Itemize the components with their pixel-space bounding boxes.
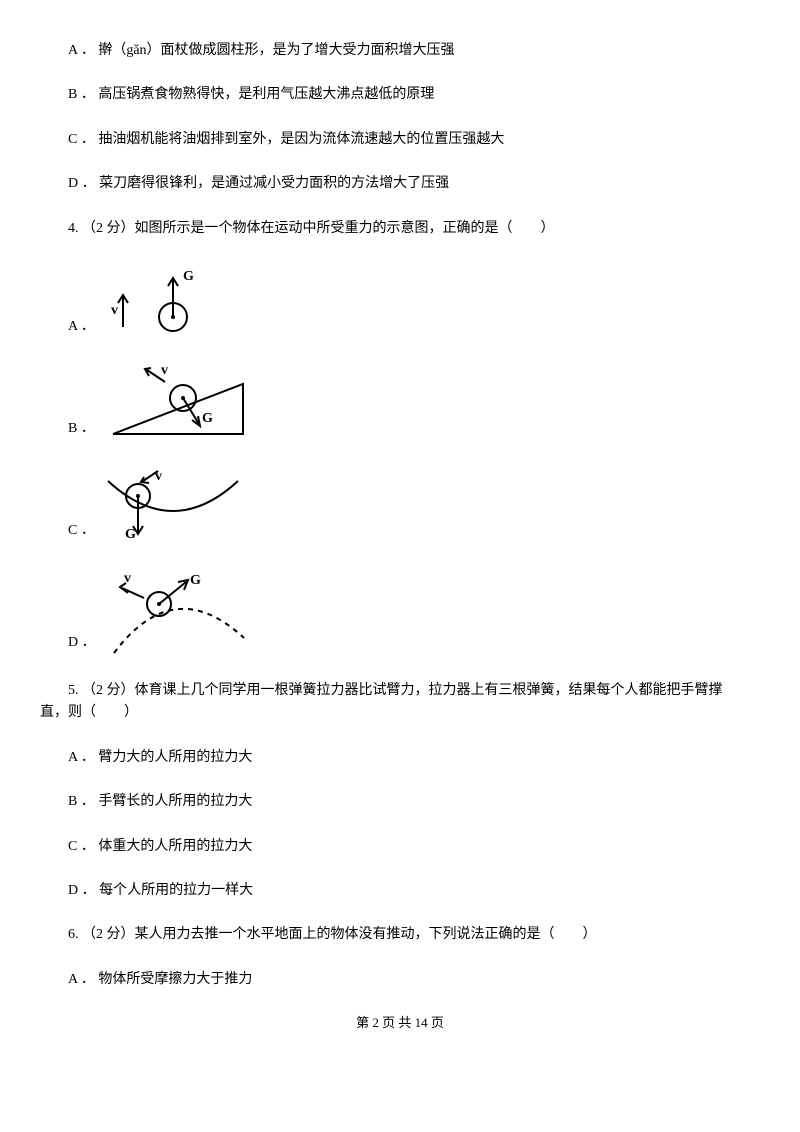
- q4-option-d-label: D ．: [68, 632, 96, 658]
- label-g: G: [125, 527, 136, 542]
- label-g: G: [183, 269, 194, 284]
- q4-option-a: A ． G v: [40, 262, 760, 342]
- q4-stem: 4. （2 分）如图所示是一个物体在运动中所受重力的示意图，正确的是（ ）: [40, 218, 760, 240]
- q3-option-c: C ． 抽油烟机能将油烟排到室外，是因为流体流速越大的位置压强越大: [40, 129, 760, 151]
- q4-figure-a: G v: [103, 262, 213, 342]
- q5-stem: 5. （2 分）体育课上几个同学用一根弹簧拉力器比试臂力，拉力器上有三根弹簧，结…: [40, 680, 760, 725]
- q4-figure-d: G v: [104, 568, 254, 658]
- q5-option-a: A ． 臂力大的人所用的拉力大: [40, 747, 760, 769]
- label-v: v: [111, 303, 118, 318]
- q3-option-b: B ． 高压锅煮食物熟得快，是利用气压越大沸点越低的原理: [40, 84, 760, 106]
- label-g: G: [190, 573, 201, 588]
- q4-option-b: B ． G v: [40, 364, 760, 444]
- label-v: v: [155, 469, 162, 484]
- q4-option-c-label: C ．: [68, 520, 95, 546]
- q3-option-d: D ． 菜刀磨得很锋利，是通过减小受力面积的方法增大了压强: [40, 173, 760, 195]
- q3-option-a: A ． 擀（gǎn）面杖做成圆柱形，是为了增大受力面积增大压强: [40, 40, 760, 62]
- label-v: v: [161, 364, 168, 378]
- q4-figure-b: G v: [103, 364, 253, 444]
- q6-stem: 6. （2 分）某人用力去推一个水平地面上的物体没有推动，下列说法正确的是（ ）: [40, 924, 760, 946]
- q5-stem-line1: 5. （2 分）体育课上几个同学用一根弹簧拉力器比试臂力，拉力器上有三根弹簧，结…: [40, 680, 760, 702]
- q4-option-b-label: B ．: [68, 418, 95, 444]
- q5-option-b: B ． 手臂长的人所用的拉力大: [40, 791, 760, 813]
- q5-option-d: D ． 每个人所用的拉力一样大: [40, 880, 760, 902]
- page-footer: 第 2 页 共 14 页: [40, 1013, 760, 1034]
- q5-option-c: C ． 体重大的人所用的拉力大: [40, 836, 760, 858]
- q6-option-a: A ． 物体所受摩擦力大于推力: [40, 969, 760, 991]
- q4-option-a-label: A ．: [68, 316, 95, 342]
- q4-option-c: C ． G v: [40, 466, 760, 546]
- q4-figure-c: G v: [103, 466, 243, 546]
- q5-stem-line2: 直，则（ ）: [40, 702, 760, 724]
- q4-option-d: D ． G v: [40, 568, 760, 658]
- label-v: v: [124, 571, 131, 586]
- label-g: G: [202, 411, 213, 426]
